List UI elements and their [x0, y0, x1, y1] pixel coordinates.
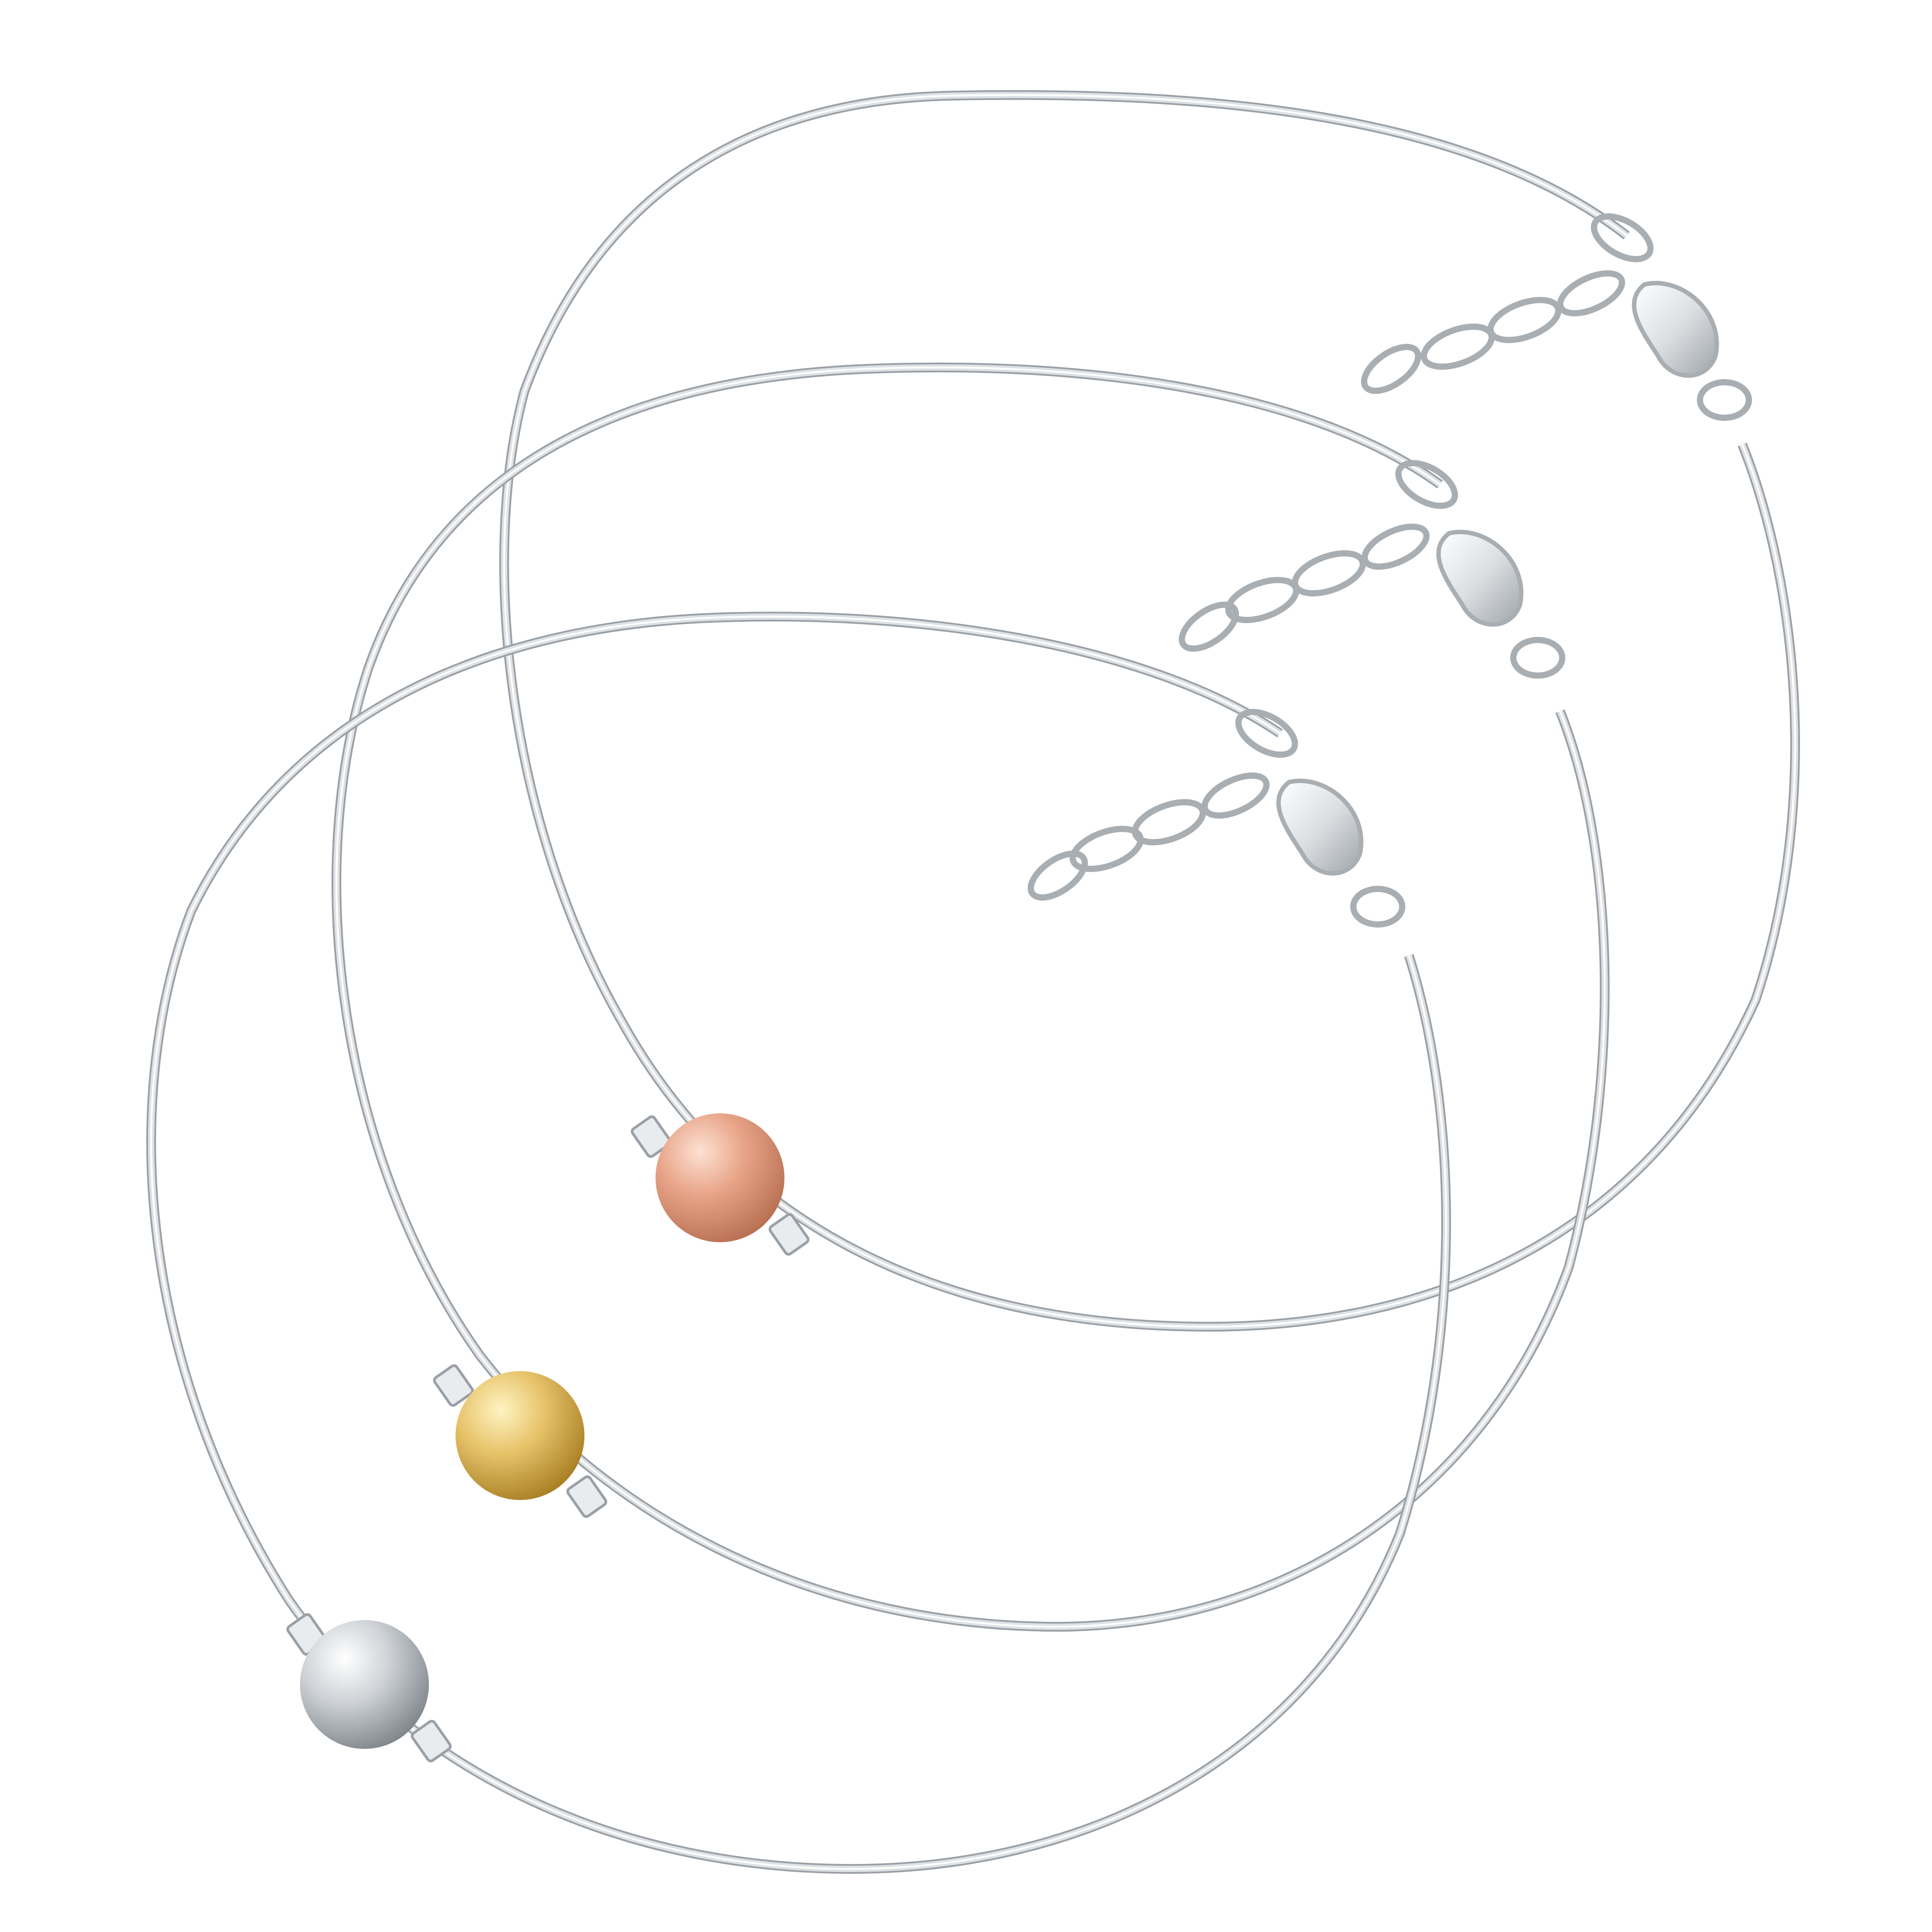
bracelet-yellow-bead: [433, 1364, 608, 1518]
bracelet-yellow: [332, 362, 1610, 1632]
bracelet-silver-extender-chain: [1028, 708, 1298, 901]
rose-bead-ball: [656, 1113, 784, 1242]
bracelet-rose-extender-chain: [1361, 213, 1654, 394]
bracelet-rose: [499, 90, 1800, 1332]
yellow-bead-ball: [456, 1371, 584, 1500]
bracelet-yellow-extender-chain: [1179, 460, 1458, 652]
bracelet-silver: [146, 612, 1451, 1874]
bracelet-rose-clasp: [1632, 280, 1752, 421]
bracelet-yellow-wire: [332, 362, 1610, 1632]
bracelet-silver-clasp: [1276, 778, 1405, 928]
bracelet-rose-bead: [631, 1113, 810, 1256]
bracelet-yellow-clasp: [1436, 529, 1565, 679]
bracelet-silver-wire: [146, 612, 1451, 1874]
bracelet-silver-bead: [286, 1613, 452, 1763]
bracelet-rose-wire: [499, 90, 1800, 1332]
silver-bead-ball: [300, 1620, 429, 1749]
